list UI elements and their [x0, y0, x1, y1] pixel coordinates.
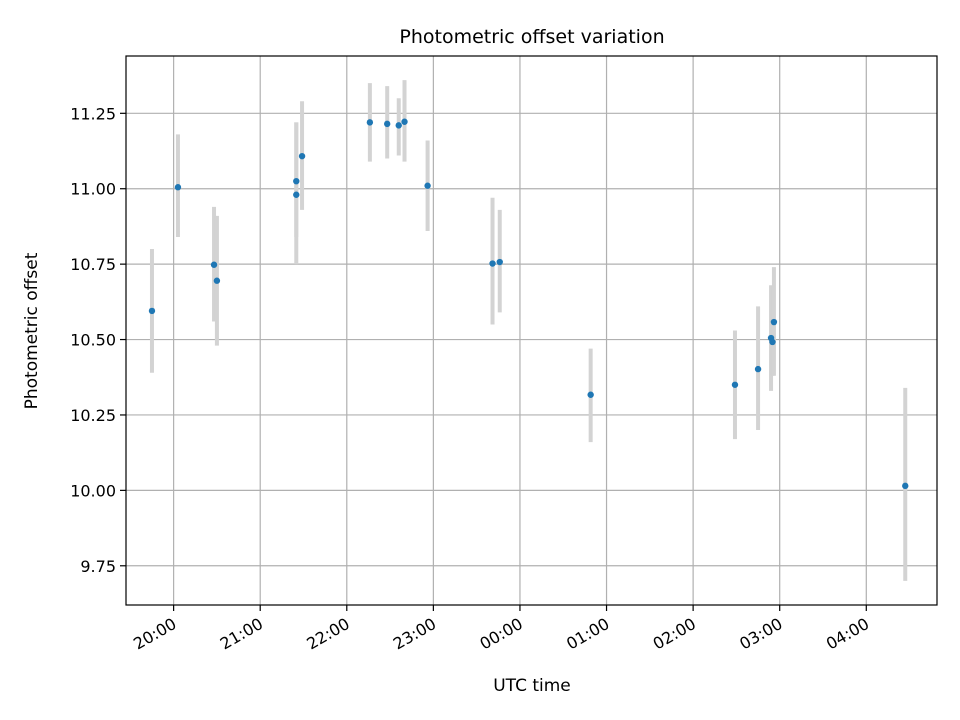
plot-area-frame: [125, 55, 938, 606]
data-point: [731, 381, 739, 388]
y-tick-label: 10.25: [70, 406, 116, 425]
y-tick-label: 11.25: [70, 104, 116, 123]
y-axis-title: Photometric offset: [22, 252, 42, 409]
grid: [126, 56, 937, 605]
y-tick-label: 10.00: [70, 481, 116, 500]
data-point: [366, 119, 374, 126]
data-point: [496, 258, 503, 266]
data-point: [401, 118, 408, 125]
data-point: [489, 260, 496, 267]
data-point: [293, 177, 300, 185]
data-point: [754, 365, 762, 373]
data-point: [298, 152, 306, 160]
data-point: [174, 184, 182, 191]
data-point: [769, 338, 776, 346]
data-point: [424, 182, 431, 189]
data-point: [587, 391, 594, 398]
data-point: [902, 482, 909, 490]
y-tick-label: 10.75: [70, 255, 116, 274]
data-point: [293, 191, 300, 198]
data-point: [148, 307, 156, 315]
y-axis-ticks: 9.75 10.00 10.25 10.50 10.75 11.00 11.25: [70, 104, 126, 576]
data-point: [770, 318, 778, 326]
x-axis-title: UTC time: [493, 676, 571, 696]
y-tick-label: 11.00: [70, 180, 116, 199]
data-point: [210, 261, 218, 268]
y-tick-label: 9.75: [80, 557, 116, 576]
y-tick-label: 10.50: [70, 331, 116, 350]
data-point: [213, 277, 221, 284]
data-point: [395, 122, 402, 129]
chart-title: Photometric offset variation: [399, 26, 664, 48]
data-point: [383, 120, 391, 128]
data-points: [148, 118, 909, 490]
